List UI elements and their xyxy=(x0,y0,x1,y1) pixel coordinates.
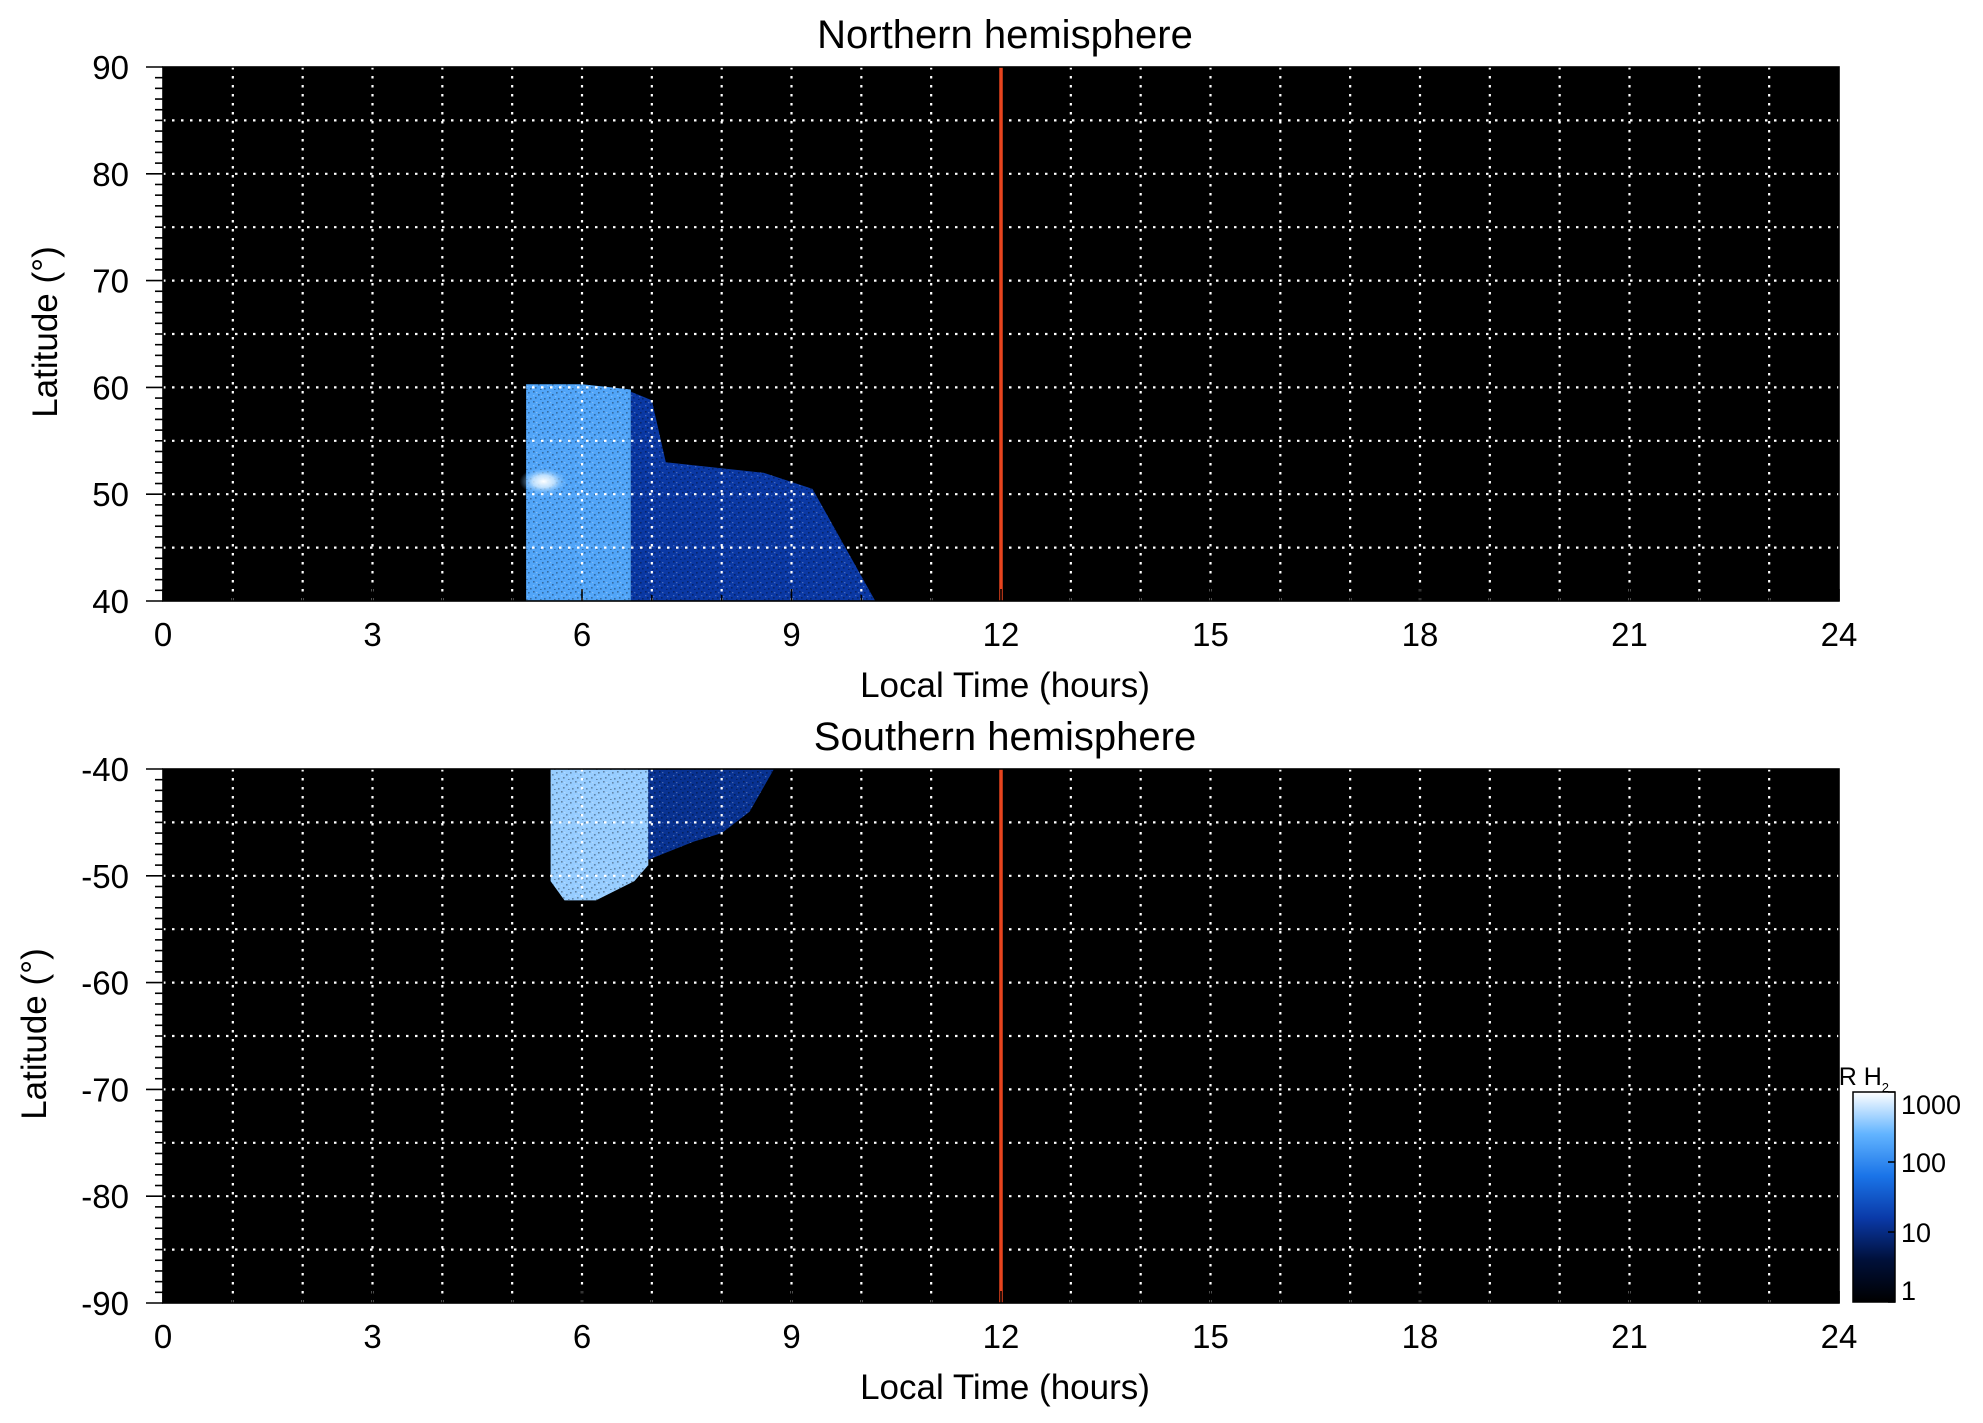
y-axis-label: Latitude (°) xyxy=(26,246,65,418)
colorbar-tick-label: 1000 xyxy=(1901,1090,1961,1120)
colorbar-title-subscript: 2 xyxy=(1882,1080,1889,1095)
panel-title: Southern hemisphere xyxy=(814,715,1196,759)
x-tick-label: 6 xyxy=(573,616,591,653)
plot-area: 0 3 6 9 12 15 18 21 24 -90 -80 -70 -60 -50 -40 xyxy=(81,751,1857,1355)
emission-layer xyxy=(550,769,774,901)
colorbar-tick-label: 1 xyxy=(1901,1276,1916,1306)
plot-area: 0 3 6 9 12 15 18 21 24 40 50 60 70 80 90 xyxy=(92,49,1857,653)
y-tick-label: 50 xyxy=(92,476,129,513)
y-tick-label: 60 xyxy=(92,369,129,406)
emission-texture xyxy=(550,769,649,901)
northern-hemisphere-panel: Northern hemisphere 0 3 6 9 12 15 18 21 24 40 50 60… xyxy=(26,13,1857,705)
x-axis-label: Local Time (hours) xyxy=(860,666,1150,705)
x-tick-label: 21 xyxy=(1611,1318,1648,1355)
x-tick-label: 15 xyxy=(1192,616,1229,653)
x-tick-label: 24 xyxy=(1821,1318,1858,1355)
y-axis-label: Latitude (°) xyxy=(15,948,54,1120)
colorbar-title-main: kR H xyxy=(1826,1063,1882,1091)
colorbar-tick-label: 100 xyxy=(1901,1148,1946,1178)
x-tick-label: 21 xyxy=(1611,616,1648,653)
x-tick-label: 12 xyxy=(983,616,1020,653)
southern-hemisphere-panel: Southern hemisphere 0 3 6 9 12 15 18 21 24 -90 -80… xyxy=(15,715,1857,1407)
x-tick-label: 0 xyxy=(154,1318,172,1355)
y-tick-label: -70 xyxy=(81,1071,129,1108)
x-tick-label: 0 xyxy=(154,616,172,653)
colorbar-tick-label: 10 xyxy=(1901,1218,1931,1248)
plot-frame xyxy=(162,66,1840,602)
emission-texture xyxy=(630,391,876,601)
panel-title: Northern hemisphere xyxy=(817,13,1193,57)
y-tick-label: 80 xyxy=(92,156,129,193)
colorbar-title: kR H2 xyxy=(1826,1063,1889,1095)
x-tick-label: 9 xyxy=(782,616,800,653)
x-tick-label: 9 xyxy=(782,1318,800,1355)
emission-hotspot xyxy=(519,467,568,496)
x-tick-label: 12 xyxy=(983,1318,1020,1355)
x-tick-label: 24 xyxy=(1821,616,1858,653)
x-tick-label: 18 xyxy=(1402,1318,1439,1355)
plot-frame xyxy=(162,768,1840,1304)
colorbar: kR H2 1 10 100 1000 xyxy=(1826,1063,1961,1306)
emission-texture xyxy=(648,769,774,860)
x-tick-label: 3 xyxy=(363,1318,381,1355)
x-tick-label: 18 xyxy=(1402,616,1439,653)
x-tick-label: 3 xyxy=(363,616,381,653)
y-tick-label: -50 xyxy=(81,858,129,895)
y-tick-label: -90 xyxy=(81,1285,129,1322)
y-tick-label: -80 xyxy=(81,1178,129,1215)
colorbar-gradient xyxy=(1852,1091,1896,1303)
x-tick-label: 15 xyxy=(1192,1318,1229,1355)
x-tick-label: 6 xyxy=(573,1318,591,1355)
y-tick-label: 70 xyxy=(92,263,129,300)
y-tick-label: 40 xyxy=(92,583,129,620)
y-tick-label: 90 xyxy=(92,49,129,86)
x-axis-label: Local Time (hours) xyxy=(860,1368,1150,1407)
y-tick-label: -40 xyxy=(81,751,129,788)
y-tick-label: -60 xyxy=(81,965,129,1002)
